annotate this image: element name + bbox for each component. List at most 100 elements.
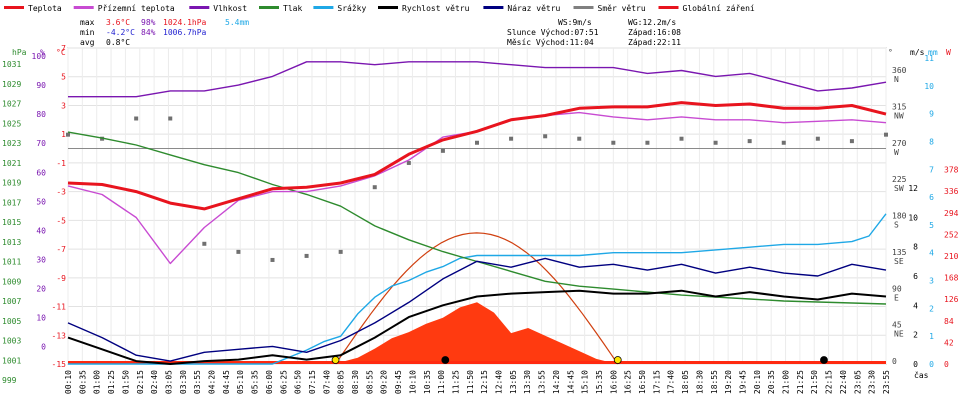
x-axis-label: čas	[914, 370, 929, 380]
axis-tick-wind-speed: 10	[908, 213, 918, 222]
axis-tick-rain: 7	[929, 165, 934, 174]
x-tick-label: 02:15	[136, 370, 145, 394]
axis-tick-wind-speed: 8	[913, 243, 918, 252]
axis-tick-wind-dir: 315	[892, 102, 907, 111]
legend-swatch	[313, 6, 334, 9]
x-tick-label: 01:00	[93, 370, 102, 394]
legend-label: Přízemní teplota	[98, 4, 175, 13]
series-wind-dir-point	[236, 249, 241, 254]
axis-tick-wind-dir-compass: NE	[894, 330, 904, 339]
x-tick-label: 09:45	[394, 370, 403, 394]
axis-tick-temperature: -7	[56, 245, 66, 254]
stats-max-label: max	[80, 18, 95, 27]
axis-tick-rain: 9	[929, 110, 934, 119]
moonset-marker	[820, 356, 828, 364]
x-tick-label: 17:15	[652, 370, 661, 394]
axis-tick-humidity: 30	[36, 256, 46, 265]
axis-tick-wind-dir: 45	[892, 321, 902, 330]
x-tick-label: 22:15	[825, 370, 834, 394]
series-wind-dir-point	[475, 140, 479, 145]
axis-tick-wind-dir: 90	[892, 284, 902, 293]
axis-tick-humidity: 50	[36, 197, 46, 206]
axis-tick-rain: 0	[929, 360, 934, 369]
x-tick-label: 23:55	[882, 370, 891, 394]
axis-tick-radiation: 378	[944, 166, 959, 175]
x-tick-label: 07:15	[308, 370, 317, 394]
stats-avg-label: avg	[80, 38, 95, 47]
axis-tick-temperature: 3	[61, 101, 66, 110]
x-tick-label: 11:25	[451, 370, 460, 394]
axis-tick-radiation: 126	[944, 295, 959, 304]
axis-tick-temperature: -13	[52, 331, 67, 340]
axis-tick-temperature: 1	[61, 130, 66, 139]
axis-tick-wind-dir: 360	[892, 66, 907, 75]
legend-item: Směr větru	[573, 4, 646, 13]
legend-swatch	[573, 6, 594, 9]
axis-tick-radiation: 294	[944, 209, 959, 218]
axis-tick-radiation: 252	[944, 230, 959, 239]
x-tick-label: 00:10	[64, 370, 73, 394]
series-wind-dir-point	[66, 132, 70, 137]
x-tick-label: 03:55	[193, 370, 202, 394]
stats-min-temp: -4.2°C	[106, 28, 135, 37]
x-tick-label: 14:20	[552, 370, 561, 394]
axis-tick-hpa: 1025	[2, 119, 21, 128]
legend-swatch	[189, 6, 210, 9]
moonrise-marker	[441, 356, 450, 364]
x-tick-label: 23:30	[868, 370, 877, 394]
info-ws: WS:9m/s	[558, 18, 592, 27]
x-tick-label: 06:00	[265, 370, 274, 394]
axis-tick-temperature: 7	[61, 44, 66, 53]
axis-tick-wind-speed: 2	[913, 331, 918, 340]
series-wind-dir-point	[679, 136, 684, 141]
x-tick-label: 03:30	[179, 370, 188, 394]
axis-tick-hpa: 1005	[2, 317, 21, 326]
x-tick-label: 21:25	[796, 370, 805, 394]
legend-item: Náraz větru	[483, 4, 561, 13]
x-tick-label: 02:40	[150, 370, 159, 394]
axis-tick-hpa: 1017	[2, 198, 21, 207]
series-rychlost-v-tru	[67, 289, 887, 365]
axis-tick-rain: 4	[929, 249, 934, 258]
info-sun-set: Západ:16:08	[628, 28, 681, 37]
axis-unit-humidity: %	[40, 48, 45, 57]
x-tick-label: 03:05	[164, 370, 173, 394]
axis-tick-humidity: 80	[36, 110, 46, 119]
axis-tick-radiation: 84	[944, 317, 954, 326]
series-wind-dir-point	[440, 148, 445, 153]
axis-tick-humidity: 10	[36, 314, 46, 323]
legend-item: Vlhkost	[189, 4, 247, 13]
legend-label: Globální záření	[683, 4, 755, 13]
axis-tick-hpa: 1021	[2, 159, 21, 168]
legend-label: Tlak	[283, 4, 302, 13]
axis-tick-humidity: 20	[36, 285, 46, 294]
x-tick-label: 06:25	[279, 370, 288, 394]
axis-tick-hpa: 1011	[2, 258, 21, 267]
series-sr-ky	[68, 213, 887, 365]
x-tick-label: 16:00	[609, 370, 618, 394]
axis-tick-hpa: 1015	[2, 218, 21, 227]
axis-tick-wind-dir: 135	[892, 248, 907, 257]
series-wind-dir-point	[168, 116, 173, 121]
axis-tick-hpa: 1003	[2, 337, 21, 346]
series-wind-dir-point	[713, 140, 718, 145]
axis-tick-temperature: -15	[52, 360, 67, 369]
series-radiation-max	[335, 232, 619, 365]
stats-max-temp: 3.6°C	[106, 18, 130, 27]
series-n-raz-v-tru	[67, 257, 887, 362]
legend-label: Rychlost větru	[402, 4, 470, 13]
x-tick-label: 07:40	[322, 370, 331, 394]
series-vlhkost	[68, 61, 887, 98]
series-wind-dir-point	[645, 140, 650, 145]
x-tick-label: 20:10	[753, 370, 762, 394]
x-tick-label: 04:45	[222, 370, 231, 394]
x-tick-label: 19:45	[738, 370, 747, 394]
stats-avg-temp: 0.8°C	[106, 38, 130, 47]
axis-tick-hpa: 1029	[2, 80, 21, 89]
x-tick-label: 11:50	[466, 370, 475, 394]
x-tick-label: 15:10	[581, 370, 590, 394]
series-wind-dir-point	[270, 257, 275, 262]
x-tick-label: 19:20	[724, 370, 733, 394]
axis-tick-hpa: 999	[2, 376, 17, 385]
